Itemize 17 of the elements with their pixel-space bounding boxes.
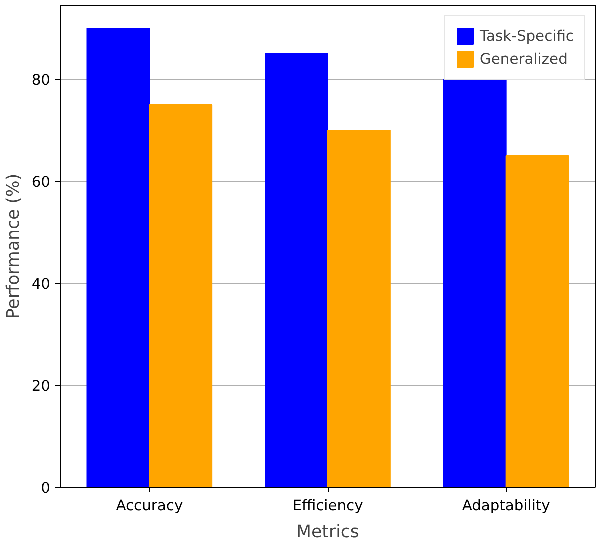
x-tick-label: Efficiency	[292, 498, 364, 514]
x-tick-label: Accuracy	[116, 498, 184, 514]
x-tick-label: Adaptability	[462, 498, 551, 514]
bar	[328, 130, 391, 488]
x-axis-title: Metrics	[296, 522, 360, 542]
y-axis-title: Performance (%)	[4, 174, 24, 320]
y-tick-label: 40	[32, 276, 51, 293]
bar	[506, 155, 570, 488]
legend-label: Generalized	[480, 50, 568, 68]
bar	[265, 53, 328, 488]
y-tick-label: 60	[32, 174, 51, 191]
bar	[86, 28, 150, 488]
bar	[149, 104, 213, 488]
y-tick-label: 80	[32, 72, 51, 89]
y-tick-label: 0	[41, 480, 51, 497]
legend-label: Task-Specific	[480, 28, 574, 44]
y-tick-label: 20	[32, 378, 51, 395]
